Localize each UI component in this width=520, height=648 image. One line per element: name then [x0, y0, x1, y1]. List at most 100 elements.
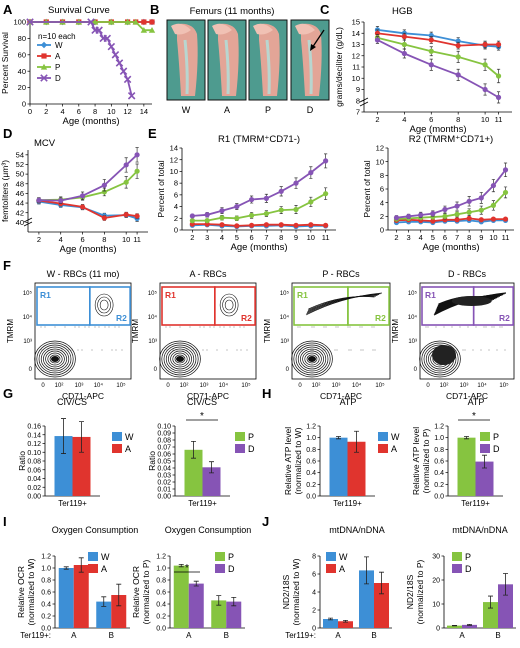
legend-label: A	[125, 444, 131, 454]
chart-title: CIV/CS	[187, 397, 217, 407]
event-dot	[71, 349, 73, 351]
chart-title: Oxygen Consumption	[52, 525, 139, 535]
data-point	[278, 222, 284, 228]
data-point	[466, 209, 472, 215]
contour	[36, 342, 74, 376]
legend-label: A	[101, 564, 107, 574]
contour	[297, 346, 327, 372]
bar-A	[374, 583, 389, 628]
data-point	[495, 73, 502, 79]
flow-x-tick: 10⁴	[219, 382, 229, 389]
panel-letter: G	[3, 386, 13, 401]
line-chart-A: 0 20 40 60 80 100 0 2 4 6 8 10 12 14 Age (months) Perce…	[0, 5, 156, 127]
y-tick-label: 0.4	[306, 470, 316, 477]
y-tick-label: 0.02	[157, 480, 171, 487]
x-tick-label: 8	[467, 233, 471, 242]
legend-swatch	[88, 564, 98, 573]
legend-label: A	[391, 444, 397, 454]
data-point	[478, 195, 484, 201]
bar-D	[462, 624, 477, 628]
legend-swatch	[235, 432, 245, 441]
femur-image-W	[166, 19, 206, 101]
bar-chart-I1: 0.0 0.2 0.4 0.6 0.8 1.0 1.2 Oxygen Consumption R…	[16, 525, 138, 640]
bar-chart-H2: 0.0 0.2 0.4 0.6 0.8 1.0 1.2 ATP Relative ATP lev…	[411, 397, 503, 508]
y-axis-label: Percent of total	[362, 160, 372, 217]
y-tick-label: 9	[356, 85, 360, 94]
gate-r2	[347, 286, 390, 326]
x-category-label: Ter119+	[58, 499, 87, 508]
y-tick-label: 0.8	[156, 578, 166, 585]
event-dot	[462, 349, 464, 351]
event-dot	[312, 349, 314, 351]
error-bar	[231, 597, 237, 607]
x-tick-label: 6	[429, 115, 433, 124]
event-dot	[472, 349, 474, 351]
event-dot	[240, 349, 242, 351]
x-tick-label: 11	[322, 233, 330, 242]
event-dot	[121, 349, 123, 351]
event-dot	[40, 326, 42, 328]
legend-swatch	[452, 564, 462, 573]
event-dot	[372, 349, 374, 351]
x-category-label: A	[459, 631, 465, 640]
y-tick-label: 1.2	[41, 554, 51, 561]
event-dot	[323, 326, 325, 328]
bar-D	[202, 467, 221, 496]
x-tick-label: 2	[394, 233, 398, 242]
data-point	[278, 207, 284, 213]
event-dot	[78, 326, 80, 328]
event-dot	[101, 349, 103, 351]
legend-swatch	[112, 444, 122, 453]
data-point	[293, 206, 299, 213]
event-dot	[47, 349, 49, 351]
flow-x-tick: 0	[298, 383, 302, 389]
data-point	[482, 41, 488, 48]
y-tick-label: 4	[174, 202, 178, 211]
series-D	[189, 153, 329, 219]
legend-label: W	[125, 432, 134, 442]
error-bar	[379, 571, 384, 595]
y-axis-label: Ratio	[147, 451, 157, 471]
bar-D	[498, 584, 513, 628]
bar-P	[173, 565, 189, 628]
bar-W	[323, 619, 338, 628]
contour	[304, 352, 320, 366]
contour	[47, 352, 63, 366]
y-axis-label: (normalized to P)	[415, 559, 425, 624]
significance-star: *	[200, 411, 204, 422]
data-point	[107, 42, 116, 51]
y-tick-label: 60	[18, 50, 26, 59]
event-dot	[192, 349, 194, 351]
data-point	[26, 18, 34, 26]
data-point	[58, 198, 64, 204]
contour	[423, 344, 457, 374]
flow-x-tick: 10⁵	[116, 382, 126, 389]
data-point	[108, 18, 115, 25]
event-dot	[360, 349, 362, 351]
error-bar	[191, 441, 196, 459]
data-point	[123, 162, 129, 168]
y-tick-label: 12	[376, 144, 384, 153]
contour	[40, 346, 70, 372]
upper-contour	[305, 292, 383, 316]
data-point	[455, 54, 461, 60]
event-dot	[206, 349, 208, 351]
chart-title: MCV	[34, 138, 56, 149]
x-tick-label: 10	[481, 115, 489, 124]
y-tick-label: 46	[16, 189, 24, 198]
y-axis-label: (normalized to W)	[291, 558, 301, 625]
y-tick-label: 0.8	[434, 447, 444, 454]
legend-label: D	[493, 444, 500, 454]
data-point	[401, 50, 407, 57]
x-tick-label: 11	[502, 233, 510, 242]
x-tick-label: 6	[80, 235, 84, 244]
event-dot	[313, 326, 315, 328]
flow-x-tick: 0	[166, 383, 170, 389]
event-dot	[425, 326, 427, 328]
data-point	[308, 222, 314, 228]
event-dot	[337, 326, 339, 328]
y-tick-label: 20	[18, 83, 26, 92]
data-point	[134, 152, 140, 158]
data-point	[95, 26, 103, 34]
